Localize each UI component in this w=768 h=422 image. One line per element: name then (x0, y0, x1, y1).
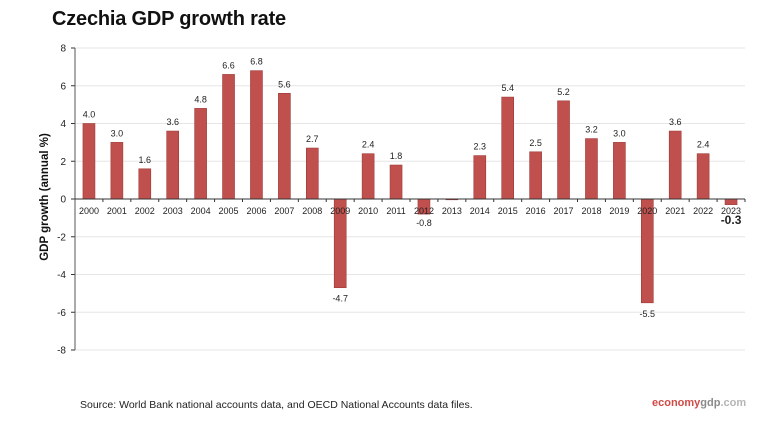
bar-2010 (361, 153, 375, 200)
x-tick-label: 2017 (554, 206, 574, 216)
data-label: -0.8 (416, 218, 432, 228)
data-label: 6.8 (250, 57, 263, 67)
brand-part-1: economy (652, 397, 701, 409)
x-tick-label: 2014 (470, 206, 490, 216)
x-tick-label: 2003 (163, 206, 183, 216)
y-tick-label: -8 (57, 346, 66, 357)
bar-2006 (250, 70, 263, 200)
data-label: 3.0 (613, 128, 626, 138)
x-tick-label: 2000 (79, 206, 99, 216)
x-tick-label: 2012 (414, 206, 434, 216)
bar-2008 (305, 147, 319, 200)
bar-2011 (389, 164, 403, 200)
y-tick-label: 4 (60, 119, 66, 130)
data-label: 6.6 (222, 60, 235, 70)
bar-2021 (668, 130, 682, 200)
data-label: 5.2 (557, 87, 570, 97)
bar-2002 (138, 168, 152, 200)
y-tick-labels: 8 6 4 2 0 -2 -4 -6 -8 (57, 44, 66, 357)
data-label: 2.4 (697, 140, 710, 150)
data-label: 2.3 (474, 142, 487, 152)
y-tick-label: 0 (60, 195, 66, 206)
brand-part-3: .com (720, 397, 747, 409)
data-label: 3.2 (585, 125, 598, 135)
x-tick-label: 2004 (191, 206, 211, 216)
data-label: 4.0 (83, 110, 96, 120)
x-tick-label: 2020 (637, 206, 657, 216)
bar-2018 (585, 138, 598, 200)
bar-2005 (222, 74, 235, 200)
x-tick-label: 2008 (302, 206, 322, 216)
data-label: 5.6 (278, 79, 291, 89)
data-labels: 4.0 3.0 1.6 3.6 4.8 6.6 6.8 5.6 2.7 -4.7 2.4 1.8 -0.… (83, 57, 742, 319)
bar-2014 (473, 155, 487, 200)
data-label: 3.0 (111, 128, 124, 138)
bar-2015 (501, 96, 515, 200)
bar-2004 (194, 108, 207, 200)
bars (82, 70, 738, 304)
source-note: Source: World Bank national accounts dat… (80, 399, 473, 411)
bar-2019 (613, 142, 626, 200)
bar-2022 (696, 153, 710, 200)
bar-2007 (278, 93, 291, 200)
bar-2017 (557, 100, 570, 200)
y-tick-label: -6 (57, 308, 66, 319)
x-tick-label: 2005 (219, 206, 239, 216)
x-tick-label: 2023 (721, 206, 741, 216)
x-tick-label: 2002 (135, 206, 155, 216)
y-tick-label: -4 (57, 270, 66, 281)
data-label: 2.5 (529, 138, 542, 148)
data-label: 3.6 (669, 117, 682, 127)
data-label: 5.4 (501, 83, 514, 93)
x-tick-labels: 2000 2001 2002 2003 2004 2005 2006 2007 2008 2009… (79, 206, 741, 216)
x-tick-label: 2016 (526, 206, 546, 216)
brand-part-2: gdp (700, 397, 721, 409)
x-tick-label: 2011 (386, 206, 405, 216)
data-label: -5.5 (640, 309, 656, 319)
data-label: 1.8 (390, 151, 403, 161)
data-label: 1.6 (139, 155, 152, 165)
y-axis-label: GDP growth (annual %) (39, 133, 51, 261)
x-tick-label: 2015 (498, 206, 518, 216)
x-tick-label: 2001 (107, 206, 127, 216)
data-label: 2.4 (362, 140, 375, 150)
bar-2000 (82, 123, 96, 200)
chart-title: Czechia GDP growth rate (52, 8, 286, 30)
x-tick-label: 2021 (665, 206, 685, 216)
x-tick-label: 2018 (581, 206, 601, 216)
x-tick-label: 2010 (358, 206, 378, 216)
data-label: -0.3 (721, 213, 742, 227)
y-tick-label: -2 (57, 232, 66, 243)
x-tick-label: 2019 (609, 206, 629, 216)
axes (71, 47, 746, 351)
data-label: 4.8 (194, 94, 207, 104)
y-tick-label: 6 (60, 81, 66, 92)
bar-2016 (529, 151, 542, 200)
data-label: -4.7 (332, 294, 348, 304)
bar-2003 (166, 130, 180, 200)
y-tick-label: 8 (60, 44, 66, 55)
x-tick-label: 2013 (442, 206, 462, 216)
x-tick-label: 2006 (246, 206, 266, 216)
brand-logo: economygdp.com (652, 397, 746, 409)
y-tick-label: 2 (60, 157, 66, 168)
bar-2023 (724, 198, 738, 205)
x-tick-label: 2009 (330, 206, 350, 216)
x-tick-label: 2007 (274, 206, 294, 216)
data-label: 2.7 (306, 134, 319, 144)
bar-2001 (110, 142, 124, 200)
data-label: 3.6 (166, 117, 179, 127)
x-tick-label: 2022 (693, 206, 713, 216)
